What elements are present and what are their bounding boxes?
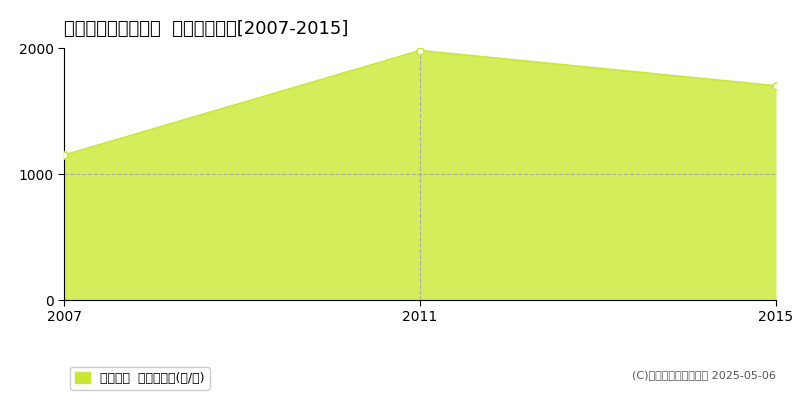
Legend: 林地価格  平均坪単価(円/坪): 林地価格 平均坪単価(円/坪) xyxy=(70,366,210,390)
Text: 東蒲原郡阿賀町細越  林地価格推移[2007-2015]: 東蒲原郡阿賀町細越 林地価格推移[2007-2015] xyxy=(64,20,348,38)
Text: (C)土地価格ドットコム 2025-05-06: (C)土地価格ドットコム 2025-05-06 xyxy=(632,370,776,380)
